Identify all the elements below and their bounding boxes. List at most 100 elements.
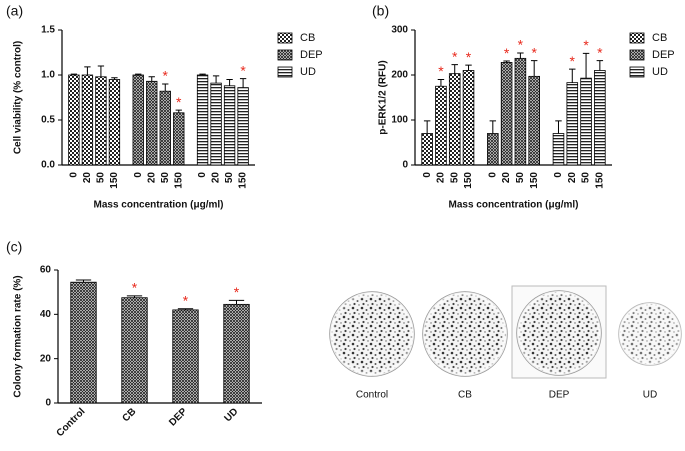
- y-tick-label: 200: [391, 70, 408, 81]
- error-bar: [212, 75, 220, 84]
- significance-mark: *: [531, 44, 537, 60]
- bar: [448, 73, 461, 166]
- dish-rim: [330, 292, 414, 376]
- panel-label: (c): [6, 239, 22, 255]
- bar: [580, 77, 592, 166]
- y-tick-label: 40: [40, 309, 52, 320]
- bar: [514, 57, 527, 166]
- bar: [121, 297, 148, 404]
- x-tick-label: 50: [96, 172, 107, 184]
- error-bar: [582, 52, 590, 79]
- photo-label: CB: [458, 390, 472, 401]
- legend-swatch: [629, 66, 645, 78]
- x-tick-label: 20: [146, 172, 157, 184]
- x-tick-label: 150: [109, 172, 120, 189]
- error-bar: [503, 60, 510, 63]
- error-bar: [135, 73, 142, 75]
- x-tick-label: 20: [501, 172, 512, 184]
- bar: [566, 82, 579, 166]
- bar: [223, 85, 236, 166]
- error-bar: [162, 83, 169, 92]
- legend-swatch: [629, 32, 645, 44]
- bar: [146, 80, 158, 166]
- panel-label: (b): [372, 3, 389, 19]
- significance-mark: *: [504, 45, 510, 61]
- x-tick-label: 50: [581, 172, 592, 184]
- x-tick-label: 0: [487, 172, 498, 178]
- x-tick-label: CB: [120, 406, 138, 424]
- legend-swatch: [629, 49, 645, 61]
- y-axis-label: p-ERK1/2 (RFU): [378, 60, 389, 134]
- x-tick-label: 150: [463, 172, 474, 189]
- y-tick-label: 0: [402, 160, 408, 171]
- error-bar: [97, 65, 105, 77]
- x-tick-label: 50: [160, 172, 171, 184]
- bar: [462, 70, 475, 166]
- x-tick-label: 20: [567, 172, 578, 184]
- legend-label: UD: [300, 66, 316, 78]
- y-tick-label: 20: [40, 353, 52, 364]
- bar: [528, 75, 540, 166]
- bar: [237, 87, 249, 166]
- x-tick-label: 150: [238, 172, 249, 189]
- error-bar: [175, 109, 182, 113]
- error-bar: [111, 77, 118, 80]
- error-bar: [489, 120, 497, 134]
- error-bar: [239, 78, 247, 88]
- x-tick-label: 150: [529, 172, 540, 189]
- bar: [108, 79, 121, 166]
- error-bar: [465, 64, 472, 71]
- legend-swatch: [277, 49, 293, 61]
- x-tick-label: 150: [173, 172, 184, 189]
- panel-label: (a): [6, 3, 23, 19]
- x-tick-label: 0: [422, 172, 433, 178]
- bar: [70, 281, 97, 404]
- significance-mark: *: [583, 37, 589, 53]
- significance-mark: *: [438, 63, 444, 79]
- bar: [68, 74, 80, 166]
- significance-mark: *: [163, 68, 169, 84]
- x-axis-label: Mass concentration (μg/ml): [93, 200, 223, 211]
- photo-label: UD: [643, 390, 657, 401]
- significance-mark: *: [597, 44, 603, 60]
- error-bar: [126, 295, 143, 298]
- x-tick-label: Control: [55, 406, 88, 439]
- x-tick-label: 50: [224, 172, 235, 184]
- error-bar: [517, 52, 524, 59]
- y-tick-label: 1.0: [41, 70, 55, 81]
- bar: [81, 74, 94, 166]
- y-axis-label: Colony formation rate (%): [13, 275, 24, 397]
- legend-swatch: [277, 32, 293, 44]
- error-bar: [75, 279, 92, 283]
- y-tick-label: 0: [45, 398, 51, 409]
- bar: [500, 62, 513, 166]
- y-axis-label: Cell viability (% control): [13, 41, 24, 154]
- significance-mark: *: [176, 94, 182, 110]
- significance-mark: *: [183, 292, 189, 308]
- error-bar: [70, 73, 78, 75]
- x-tick-label: 0: [69, 172, 80, 178]
- x-axis-label: Mass concentration (μg/ml): [448, 200, 578, 211]
- y-tick-label: 0.0: [41, 160, 55, 171]
- x-tick-label: 50: [515, 172, 526, 184]
- significance-mark: *: [570, 53, 576, 69]
- error-bar: [423, 120, 431, 134]
- y-tick-label: 300: [391, 25, 408, 36]
- legend-label: CB: [300, 32, 315, 44]
- photo-label: DEP: [549, 390, 570, 401]
- photo-label: Control: [356, 390, 388, 401]
- y-tick-label: 1.5: [41, 25, 55, 36]
- dish-rim: [423, 292, 507, 376]
- x-tick-label: 150: [594, 172, 605, 189]
- bar: [223, 303, 250, 404]
- error-bar: [530, 60, 538, 77]
- significance-mark: *: [132, 280, 138, 296]
- x-tick-label: 0: [553, 172, 564, 178]
- bar: [159, 90, 171, 166]
- error-bar: [596, 60, 604, 71]
- error-bar: [84, 66, 91, 75]
- dish-rim: [619, 303, 681, 365]
- bar: [594, 70, 606, 166]
- x-tick-label: 20: [436, 172, 447, 184]
